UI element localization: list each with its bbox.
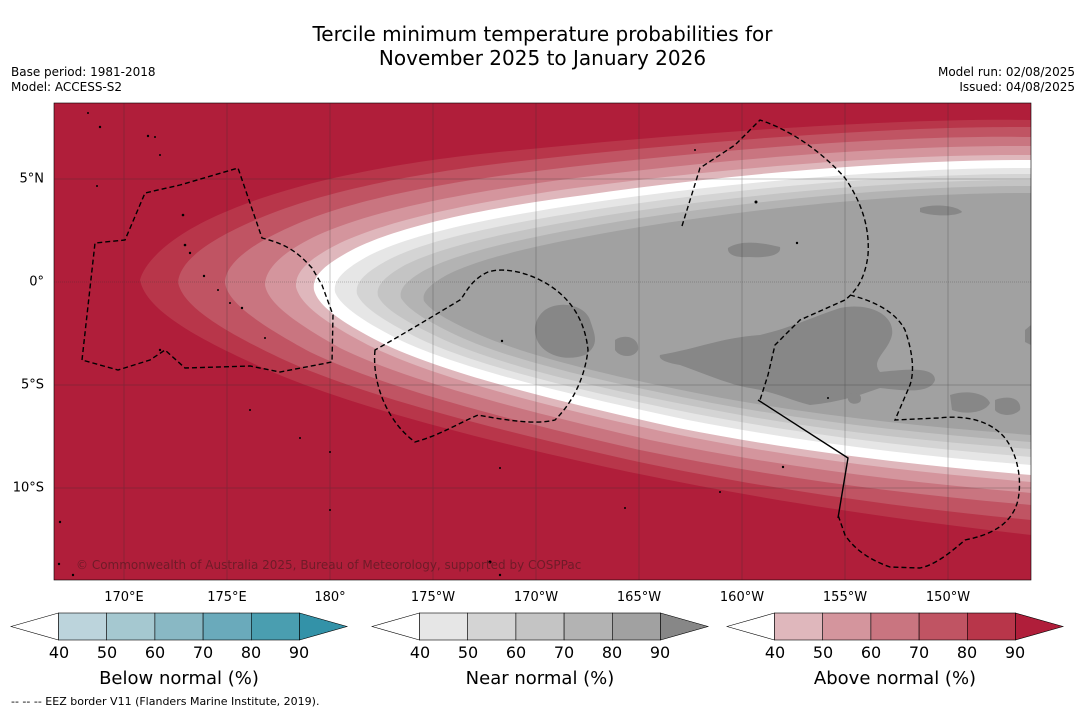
- colorbar-near-normal-tick: 40: [409, 643, 431, 662]
- colorbar-above-normal-tick: 70: [908, 643, 930, 662]
- colorbar-above-normal-tick: 40: [764, 643, 786, 662]
- colorbar-below-normal: [10, 612, 349, 641]
- map-title-line-1: Tercile minimum temperature probabilitie…: [312, 22, 773, 46]
- lon-label-150w: 150°W: [925, 590, 971, 605]
- copyright-notice: © Commonwealth of Australia 2025, Bureau…: [76, 558, 582, 572]
- map-title: Tercile minimum temperature probabilitie…: [0, 22, 1085, 70]
- colorbar-below-normal-title: Below normal (%): [99, 668, 259, 689]
- colorbar-below-normal-segment: [58, 612, 108, 641]
- colorbar-near-normal-tick: 60: [505, 643, 527, 662]
- colorbar-below-normal-tick: 50: [96, 643, 118, 662]
- colorbar-above-normal-segment: [967, 612, 1016, 641]
- colorbar-near-normal-title: Near normal (%): [465, 668, 615, 689]
- lon-label-170e: 170°E: [104, 590, 144, 605]
- colorbar-near-normal-segment: [563, 612, 613, 641]
- lon-label-160w: 160°W: [719, 590, 765, 605]
- colorbar-above-normal-segment: [870, 612, 920, 641]
- colorbar-above-normal-upper-arrow: [1015, 612, 1065, 641]
- colorbar-below-normal-segment: [251, 612, 300, 641]
- colorbar-above-normal-segment: [774, 612, 824, 641]
- lon-label-155w: 155°W: [822, 590, 868, 605]
- colorbar-above-normal-tick: 90: [1004, 643, 1026, 662]
- colorbar-near-normal-segment: [419, 612, 469, 641]
- lon-label-180: 180°: [314, 590, 346, 605]
- colorbar-below-normal-segment: [202, 612, 252, 641]
- colorbar-above-normal-tick: 60: [860, 643, 882, 662]
- colorbar-above-normal-lower-arrow: [726, 612, 775, 641]
- colorbar-near-normal-upper-arrow: [660, 612, 710, 641]
- colorbar-below-normal-tick: 80: [240, 643, 262, 662]
- eez-border-solid: [757, 399, 849, 519]
- colorbar-above-normal-segment: [822, 612, 872, 641]
- grid-lines: [54, 103, 1031, 580]
- near-normal-band-90: [534, 205, 1031, 415]
- colorbar-below-normal-segment: [106, 612, 156, 641]
- colorbar-below-normal-segment: [154, 612, 204, 641]
- meta-right: Model run: 02/08/2025 Issued: 04/08/2025: [938, 65, 1075, 95]
- colorbar-above-normal-tick: 80: [956, 643, 978, 662]
- lat-label-0: 0°: [29, 274, 44, 290]
- islands: [57, 112, 829, 577]
- eez-borders: [81, 119, 1021, 569]
- colorbar-below-normal-tick: 90: [288, 643, 310, 662]
- map-frame: [53, 102, 1032, 581]
- meta-left: Base period: 1981-2018 Model: ACCESS-S2: [11, 65, 156, 95]
- colorbar-above-normal-segment: [918, 612, 968, 641]
- colorbar-above-normal: [726, 612, 1065, 641]
- model-run-label: Model run: 02/08/2025: [937, 65, 1075, 79]
- colorbar-above-normal-tick: 50: [812, 643, 834, 662]
- colorbar-near-normal-segment: [467, 612, 517, 641]
- probability-field: [54, 103, 1031, 580]
- map-title-line-2: November 2025 to January 2026: [378, 46, 707, 70]
- lon-label-175e: 175°E: [207, 590, 247, 605]
- colorbar-near-normal: [371, 612, 710, 641]
- colorbar-near-normal-lower-arrow: [371, 612, 420, 641]
- colorbar-below-normal-upper-arrow: [299, 612, 349, 641]
- colorbar-near-normal-tick: 70: [553, 643, 575, 662]
- colorbar-below-normal-lower-arrow: [10, 612, 59, 641]
- model-label: Model: ACCESS-S2: [11, 80, 123, 94]
- base-period-label: Base period: 1981-2018: [11, 65, 156, 79]
- colorbar-above-normal-title: Above normal (%): [813, 668, 977, 689]
- colorbar-below-normal-tick: 60: [144, 643, 166, 662]
- lat-label-5n: 5°N: [19, 171, 45, 187]
- colorbar-near-normal-segment: [515, 612, 565, 641]
- colorbar-near-normal-tick: 50: [457, 643, 479, 662]
- lon-label-175w: 175°W: [410, 590, 456, 605]
- lat-label-5s: 5°S: [20, 377, 44, 393]
- eez-footnote: -- -- -- EEZ border V11 (Flanders Marine…: [11, 695, 320, 708]
- colorbar-near-normal-tick: 80: [601, 643, 623, 662]
- issued-label: Issued: 04/08/2025: [959, 80, 1075, 94]
- lat-label-10s: 10°S: [12, 480, 44, 496]
- colorbar-below-normal-tick: 40: [48, 643, 70, 662]
- lon-label-170w: 170°W: [513, 590, 559, 605]
- colorbar-near-normal-tick: 90: [649, 643, 671, 662]
- lon-label-165w: 165°W: [616, 590, 662, 605]
- colorbar-below-normal-tick: 70: [192, 643, 214, 662]
- colorbar-near-normal-segment: [612, 612, 661, 641]
